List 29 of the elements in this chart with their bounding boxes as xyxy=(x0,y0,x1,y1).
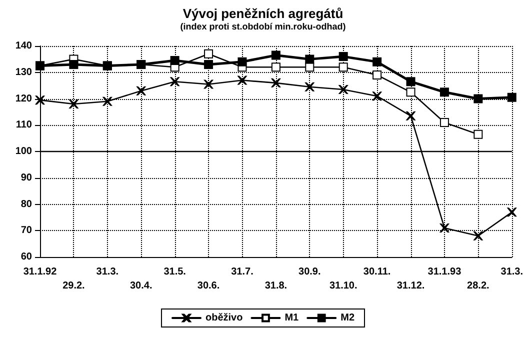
x-tick-label: 28.2. xyxy=(467,280,490,292)
legend-label: M2 xyxy=(340,312,355,324)
x-tick-label: 31.10. xyxy=(329,280,358,292)
y-tick-label: 100 xyxy=(15,146,32,157)
x-tick-label: 31.1.92 xyxy=(23,266,58,278)
x-tick-label: 29.2. xyxy=(62,280,86,292)
y-tick-label: 130 xyxy=(15,66,32,78)
chart-title: Vývoj peněžních agregátů xyxy=(182,6,344,21)
x-tick-label: 31.8. xyxy=(264,280,288,292)
y-tick-label: 90 xyxy=(20,172,32,184)
y-tick-label: 70 xyxy=(20,225,32,236)
y-tick-label: 80 xyxy=(20,198,32,210)
chart-subtitle: (index proti st.období min.roku-odhad) xyxy=(180,22,346,32)
x-tick-label: 30.6. xyxy=(197,280,220,292)
y-tick-label: 110 xyxy=(16,120,32,131)
x-tick-label: 31.5. xyxy=(164,266,186,278)
x-tick-label: 31.12. xyxy=(396,280,425,292)
x-tick-label: 30.11. xyxy=(363,266,391,278)
x-tick-label: 30.9. xyxy=(298,266,321,278)
legend-label: oběživo xyxy=(205,312,243,324)
x-tick-label: 30.4. xyxy=(130,280,152,292)
x-tick-label: 31.7. xyxy=(231,266,254,278)
y-tick-label: 60 xyxy=(20,252,32,262)
x-tick-label: 31.3. xyxy=(96,266,119,278)
y-tick-label: 140 xyxy=(15,40,32,52)
x-tick-label: 31.3. xyxy=(500,266,524,278)
legend-label: M1 xyxy=(284,312,300,324)
x-tick-label: 31.1.93 xyxy=(428,266,462,278)
y-tick-label: 120 xyxy=(15,93,32,104)
